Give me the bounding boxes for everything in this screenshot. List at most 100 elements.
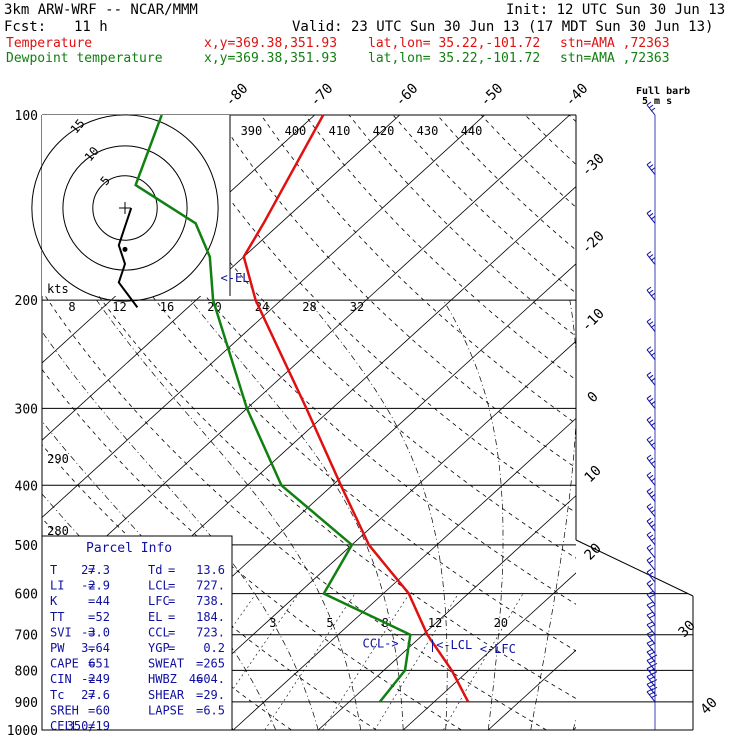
hodograph-ring [31,114,219,302]
wind-barb-flag [646,531,652,536]
wind-barb-column [646,101,658,730]
wind-barb-flag [648,321,654,325]
wind-barb-flag [648,212,654,217]
isotherm-label: -70 [307,81,336,110]
moist-adiabat-line [442,299,504,730]
parcel-info-value: 727. [196,579,225,593]
parcel-info-key: TT [50,610,64,624]
parcel-info-value: 29. [203,688,225,702]
parcel-info-key: CAPE [50,657,79,671]
hodograph-trace [117,207,139,308]
wind-barb-staff [646,547,656,559]
pressure-tick-label: 200 [15,294,38,309]
wind-barb-staff [646,457,656,469]
wind-barb [646,665,658,679]
mixing-ratio-label: 3 [269,616,276,630]
temperature-legend-xy: x,y=369.38,351.93 [204,36,338,51]
speed-axis-label: 28 [302,300,316,314]
parcel-info-value: 44 [96,594,110,608]
wind-barb-flag [648,624,656,629]
wind-barb-flag [646,251,652,255]
mixing-ratio-line [264,593,356,730]
isotherm-label: -80 [222,81,251,110]
temperature-legend-name: Temperature [6,36,93,51]
parcel-info-equals: = [168,563,175,577]
wind-barb [646,568,656,583]
dry-adiabat-line [216,115,576,469]
wind-barb-flag [646,416,652,421]
temperature-trace [242,114,470,703]
wind-barb-flag [648,289,654,294]
parcel-info-key: LAPSE [148,703,184,717]
wind-barb-staff [646,583,656,594]
mixing-ratio-line [374,593,459,730]
wind-barb [646,601,656,616]
parcel-info-value: 13.6 [196,563,225,577]
wind-barb [646,416,656,431]
wind-barb-staff [646,676,656,687]
theta-label: 280 [47,524,69,538]
parcel-info-equals: = [168,641,175,655]
mixing-ratio-label: 5 [326,616,333,630]
wind-barb [646,101,656,116]
wind-barb-flag [648,633,656,638]
wind-barb-flag [648,349,654,354]
parcel-info-value: 4604. [189,672,225,686]
wind-barb [646,591,656,605]
dry-adiabat-line [42,207,576,700]
wind-barb-flag [646,611,654,616]
wind-barb-flag [648,439,654,444]
pressure-tick-label: 300 [15,402,38,417]
wind-barb [646,395,656,409]
parcel-info-value: 651 [88,657,110,671]
level-annotation: <-LFC [480,642,516,656]
wind-key-title: Full barb [636,86,690,97]
wind-barb-flag [646,209,652,214]
dewpoint-legend-xy: x,y=369.38,351.93 [204,51,338,66]
moist-adiabat-line [190,299,404,730]
wind-barb-staff [646,614,656,626]
isotherm-line [572,726,576,730]
parcel-info-equals: = [88,657,95,671]
parcel-info-key: CELL [50,719,79,733]
parcel-info-key: SHEAR [148,688,185,702]
wind-barb-staff [646,321,656,332]
isotherm-line [232,417,576,730]
wind-barb [646,436,656,450]
wind-barb-flag [646,580,652,584]
parcel-info-value: 60 [96,703,110,717]
parcel-info-key: CCL [148,625,170,639]
wind-barb [646,517,656,532]
dewpoint-legend-station: stn=AMA ,72363 [560,51,670,66]
wind-barb-flag [648,398,654,402]
wind-barb [646,286,656,301]
hodograph-marker [122,246,128,252]
wind-barb-flag [648,520,654,525]
parcel-info-equals: = [168,579,175,593]
wind-barb-flag [646,161,652,165]
wind-barb [646,371,656,386]
pressure-tick-label: 800 [15,664,38,679]
wind-barb-flag [650,324,656,328]
isotherm-label: -50 [477,81,506,110]
parcel-info-key: PW [50,641,65,655]
parcel-info-equals: = [168,610,175,624]
wind-barb-staff [646,349,656,361]
parcel-info-value: 184. [196,610,225,624]
wind-barb-flag [650,377,656,382]
dry-adiabat-line [42,116,576,652]
wind-barb-flag [648,614,656,619]
wind-barb-flag [646,488,652,492]
wind-barb [646,488,656,502]
wind-barb-flag [646,371,652,376]
parcel-info-value: -2.9 [81,579,110,593]
parcel-info-key: LCL [148,579,170,593]
dry-adiabat-line [84,115,576,605]
wind-barb-flag [650,494,656,498]
parcel-info-key: EL [148,610,162,624]
wind-barb-flag [648,254,654,258]
parcel-info-key: SREH [50,703,79,717]
parcel-info-value: 723. [196,625,225,639]
hodograph-ring [62,145,188,271]
